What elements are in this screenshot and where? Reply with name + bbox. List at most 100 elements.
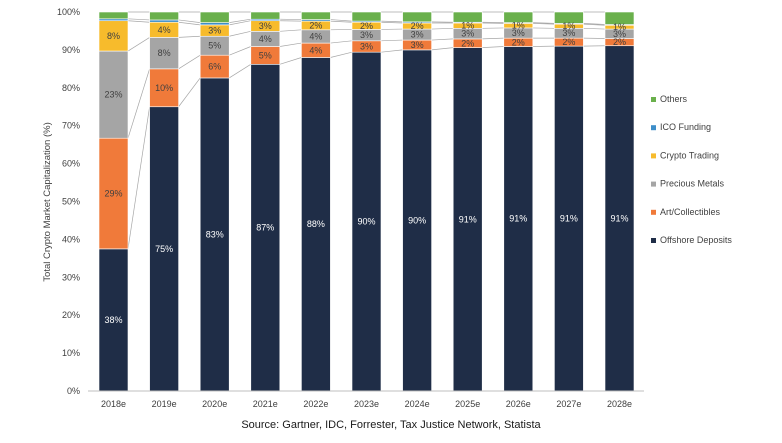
legend: Others ICO Funding Crypto Trading Precious … [651, 94, 732, 245]
connector-line [229, 20, 251, 26]
bar-segment [351, 51, 382, 392]
x-tick-label: 2025e [455, 399, 480, 409]
connector-line [279, 42, 302, 47]
connector-line [127, 37, 150, 52]
connector-line [380, 49, 403, 53]
legend-label: Precious Metals [660, 179, 725, 189]
connector-line [127, 18, 150, 21]
y-tick-label: 40% [62, 234, 80, 244]
x-tick-label: 2022e [303, 399, 328, 409]
connector-line [229, 18, 251, 23]
y-tick-label: 10% [62, 348, 80, 358]
connector-line [532, 23, 555, 25]
bar-segment [503, 46, 534, 392]
y-tick-label: 50% [62, 197, 80, 207]
bar-segments [98, 11, 635, 392]
legend-label: Offshore Deposits [660, 235, 732, 245]
data-label: 83% [206, 229, 224, 239]
connector-line [532, 22, 555, 24]
connector-line [279, 57, 302, 65]
data-label: 23% [104, 90, 122, 100]
bar-segment [301, 57, 331, 392]
x-tick-label: 2023e [354, 399, 379, 409]
data-label: 87% [256, 223, 274, 233]
bar-segment [98, 11, 129, 20]
data-label: 90% [408, 215, 426, 225]
data-label: 2% [360, 21, 373, 31]
y-axis-ticks: 0% 10% 20% 30% 40% 50% 60% 70% 80% 90% 100% [57, 7, 80, 396]
legend-label: Art/Collectibles [660, 207, 721, 217]
data-label: 3% [613, 29, 626, 39]
legend-swatch [651, 209, 656, 215]
connector-line [330, 51, 353, 58]
connector-line [127, 68, 150, 139]
legend-label: ICO Funding [660, 122, 711, 132]
bar-segment [149, 19, 179, 23]
y-tick-label: 70% [62, 121, 80, 131]
connector-line [229, 30, 251, 37]
y-tick-label: 60% [62, 159, 80, 169]
y-tick-label: 20% [62, 310, 80, 320]
connector-line [330, 19, 353, 22]
legend-label: Others [660, 94, 688, 104]
bar-segment [554, 11, 584, 24]
legend-swatch [651, 97, 656, 102]
data-label: 90% [357, 217, 375, 227]
connector-line [279, 29, 302, 32]
data-label: 3% [411, 40, 424, 50]
x-tick-label: 2028e [607, 399, 632, 409]
connector-line [127, 20, 150, 23]
connector-line [380, 20, 403, 23]
bar-segment [199, 11, 230, 23]
bar-segment [149, 11, 179, 21]
data-label: 38% [104, 315, 122, 325]
connector-line [583, 23, 606, 25]
connector-line [229, 46, 251, 56]
connector-line [178, 54, 201, 70]
data-label: 3% [208, 26, 221, 36]
data-label: 2% [512, 37, 525, 47]
source-note: Source: Gartner, IDC, Forrester, Tax Jus… [241, 419, 541, 431]
connector-line [482, 46, 504, 48]
data-label: 3% [562, 28, 575, 38]
data-label: 8% [158, 48, 171, 58]
data-label: 1% [461, 21, 474, 31]
bar-segment [199, 77, 230, 392]
x-tick-label: 2027e [556, 399, 581, 409]
connector-line [178, 21, 201, 26]
x-tick-label: 2020e [202, 399, 227, 409]
connector-line [178, 19, 201, 23]
data-label: 6% [208, 62, 221, 72]
y-tick-label: 90% [62, 45, 80, 55]
bar-segment [149, 37, 179, 70]
data-label: 3% [461, 29, 474, 39]
y-tick-label: 80% [62, 83, 80, 93]
y-tick-label: 0% [67, 386, 80, 396]
y-axis-label: Total Crypto Market Capitalization (%) [42, 122, 53, 281]
data-label: 3% [360, 30, 373, 40]
data-label: 29% [104, 189, 122, 199]
bar-connector-lines [127, 11, 606, 249]
data-labels: 38% 29% 23% 8% 75% 10% 8% 4% 83% 6% 5% 3% 87% 5% 4% 3% 8… [104, 20, 628, 324]
connector-line [583, 23, 606, 26]
connector-line [431, 47, 454, 51]
data-label: 91% [610, 213, 628, 223]
data-label: 1% [562, 21, 575, 31]
data-label: 5% [259, 50, 272, 60]
x-axis-ticks: 2018e 2019e 2020e 2021e 2022e 2023e 2024e 2025e… [101, 399, 632, 409]
data-label: 91% [560, 214, 578, 224]
bar-segment [604, 11, 635, 25]
data-label: 2% [309, 20, 322, 30]
data-label: 3% [411, 30, 424, 40]
bar-segment [301, 11, 331, 20]
legend-label: Crypto Trading [660, 150, 719, 160]
data-label: 75% [155, 244, 173, 254]
data-label: 4% [158, 25, 171, 35]
bar-segment [554, 45, 584, 392]
data-label: 5% [208, 41, 221, 51]
bar-segment [452, 11, 483, 23]
bar-segment [250, 11, 281, 20]
data-label: 91% [459, 214, 477, 224]
y-tick-label: 30% [62, 272, 80, 282]
